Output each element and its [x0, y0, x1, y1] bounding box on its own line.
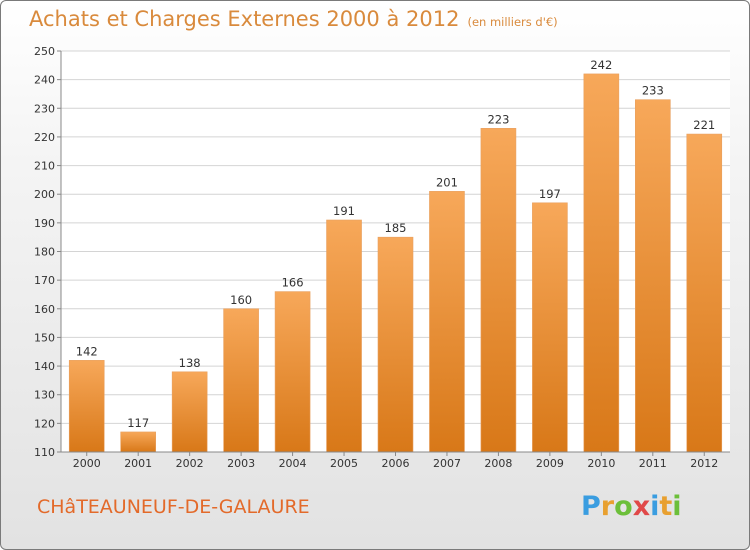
- logo-letter: i: [672, 491, 682, 522]
- bar: [68, 360, 105, 453]
- y-tick-label: 150: [34, 331, 55, 344]
- commune-name: CHâTEAUNEUF-DE-GALAURE: [37, 496, 310, 518]
- x-tick-label: 2008: [484, 457, 512, 470]
- x-tick-label: 2001: [124, 457, 152, 470]
- y-tick-label: 230: [34, 102, 55, 115]
- bars: [68, 73, 723, 453]
- y-tick-label: 160: [34, 303, 55, 316]
- x-tick-label: 2012: [690, 457, 718, 470]
- data-label: 185: [385, 221, 407, 235]
- y-tick-label: 190: [34, 217, 55, 230]
- data-label: 142: [76, 344, 98, 358]
- chart-title: Achats et Charges Externes 2000 à 2012 (e…: [29, 7, 558, 31]
- data-label: 117: [127, 416, 149, 430]
- data-label: 223: [487, 112, 509, 126]
- chart-subtitle: (en milliers d'€): [467, 15, 558, 29]
- data-label: 221: [693, 118, 715, 132]
- data-labels: 142 117 138 160 166 191 185 201 223 197 242 233 221: [76, 58, 715, 430]
- y-tick-label: 240: [34, 74, 55, 87]
- y-tick-label: 130: [34, 389, 55, 402]
- bar: [480, 128, 517, 453]
- bar: [120, 431, 156, 453]
- y-tick-label: 140: [34, 360, 55, 373]
- y-tick-label: 120: [34, 417, 55, 430]
- logo-letter: i: [650, 491, 660, 522]
- logo-letter: x: [632, 491, 651, 522]
- chart-title-text: Achats et Charges Externes 2000 à 2012: [29, 7, 460, 31]
- bar: [223, 308, 259, 453]
- data-label: 191: [333, 204, 355, 218]
- y-tick-label: 220: [34, 131, 55, 144]
- data-label: 166: [282, 276, 304, 290]
- x-tick-label: 2007: [433, 457, 461, 470]
- x-tick-label: 2010: [587, 457, 615, 470]
- x-tick-label: 2011: [639, 457, 667, 470]
- logo-letter: P: [581, 491, 601, 522]
- bar: [171, 371, 208, 453]
- x-tick-label: 2005: [330, 457, 358, 470]
- y-tick-label: 210: [34, 160, 55, 173]
- bar: [635, 99, 671, 453]
- bar: [377, 236, 414, 453]
- y-tick-label: 170: [34, 274, 55, 287]
- logo-letter: t: [659, 491, 673, 522]
- bar: [274, 291, 311, 453]
- bar: [583, 73, 620, 453]
- data-label: 201: [436, 175, 458, 189]
- y-tick-label: 200: [34, 188, 55, 201]
- x-tick-label: 2009: [536, 457, 564, 470]
- data-label: 197: [539, 187, 561, 201]
- bar: [429, 191, 465, 453]
- data-label: 160: [230, 293, 252, 307]
- bar: [326, 219, 362, 453]
- x-tick-label: 2002: [176, 457, 204, 470]
- y-tick-label: 180: [34, 246, 55, 259]
- logo-letter: r: [600, 491, 615, 522]
- x-tick-label: 2003: [227, 457, 255, 470]
- logo-letter: o: [614, 491, 633, 522]
- y-tick-label: 110: [34, 446, 55, 459]
- data-label: 233: [642, 84, 664, 98]
- bar: [686, 133, 723, 453]
- data-label: 242: [590, 58, 612, 72]
- x-tick-label: 2000: [73, 457, 101, 470]
- x-tick-label: 2004: [279, 457, 307, 470]
- data-label: 138: [179, 356, 201, 370]
- proxiti-logo[interactable]: Proxiti: [581, 491, 682, 522]
- axes: 110 120 130 140 150 160 170 180 190 200 210 220 230 2…: [34, 45, 730, 470]
- bar: [532, 202, 568, 453]
- y-tick-label: 250: [34, 45, 55, 58]
- x-tick-label: 2006: [382, 457, 410, 470]
